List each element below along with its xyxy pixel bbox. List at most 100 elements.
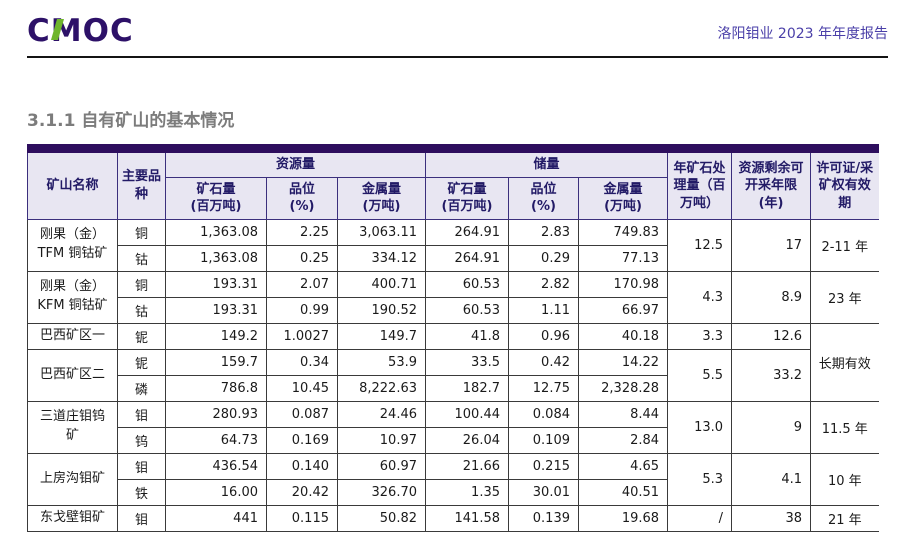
rsv-ore-cell: 264.91	[425, 244, 509, 272]
cmoc-logo-text: CMOC	[27, 13, 134, 49]
col-header-license: 许可证/采矿权有效期	[810, 148, 879, 220]
page-header: CMOC 洛阳钼业 2023 年年度报告	[27, 16, 888, 58]
col-header-annual-processing: 年矿石处理量（百万吨）	[667, 148, 733, 220]
license-cell: 21 年	[810, 504, 879, 532]
mines-table: 矿山名称 主要品种 资源量 储量 年矿石处理量（百万吨） 资源剩余可开采年限 (…	[27, 144, 879, 532]
rsv-grade-cell: 0.109	[508, 426, 579, 454]
rsv-metal-cell: 14.22	[577, 348, 669, 376]
table-header: 矿山名称 主要品种 资源量 储量 年矿石处理量（百万吨） 资源剩余可开采年限 (…	[27, 148, 879, 220]
variety-cell: 铁	[117, 478, 166, 506]
res-grade-cell: 0.169	[266, 426, 338, 454]
table-row: 铁 16.00 20.42 326.70 1.35 30.01 40.51	[28, 478, 879, 506]
res-ore-cell: 149.2	[165, 322, 267, 350]
res-metal-cell: 400.71	[337, 270, 426, 298]
table-row: 东戈壁钼矿 钼 441 0.115 50.82 141.58 0.139 19.…	[27, 504, 879, 532]
variety-cell: 铜	[117, 218, 166, 246]
variety-cell: 钨	[117, 426, 166, 454]
rsv-metal-cell: 2,328.28	[577, 374, 668, 402]
res-grade-cell: 0.34	[266, 348, 338, 376]
res-grade-cell: 0.115	[266, 504, 338, 532]
rsv-metal-cell: 170.98	[577, 270, 669, 298]
rsv-grade-cell: 0.29	[508, 244, 579, 272]
mine-name-cell: 刚果（金） TFM 铜钴矿	[27, 218, 118, 272]
section-title: 3.1.1 自有矿山的基本情况	[27, 111, 235, 131]
license-cell: 23 年	[810, 270, 879, 324]
col-header-res-ore-qty: 矿石量 (百万吨)	[165, 176, 267, 220]
license-cell: 11.5 年	[810, 400, 879, 454]
rsv-grade-cell: 30.01	[508, 478, 579, 506]
res-metal-cell: 149.7	[337, 322, 426, 350]
res-ore-cell: 1,363.08	[165, 218, 267, 246]
res-grade-cell: 0.99	[266, 296, 338, 324]
header-row-groups: 矿山名称 主要品种 资源量 储量 年矿石处理量（百万吨） 资源剩余可开采年限 (…	[27, 148, 879, 220]
table-row: 磷 786.8 10.45 8,222.63 182.7 12.75 2,328…	[28, 374, 879, 402]
rsv-ore-cell: 60.53	[425, 270, 509, 298]
mine-name-cell: 东戈壁钼矿	[27, 504, 118, 532]
res-grade-cell: 0.25	[266, 244, 338, 272]
res-metal-cell: 60.97	[337, 452, 426, 480]
variety-cell: 磷	[117, 374, 166, 402]
variety-cell: 铌	[117, 322, 166, 350]
rsv-grade-cell: 0.42	[508, 348, 579, 376]
col-header-rsv-ore-qty: 矿石量 (百万吨)	[425, 176, 509, 220]
col-header-remaining-years: 资源剩余可开采年限 (年)	[731, 148, 812, 220]
col-group-reserves: 储量	[424, 148, 669, 178]
table-body: 刚果（金） TFM 铜钴矿 铜 1,363.08 2.25 3,063.11 2…	[27, 218, 879, 532]
table-row: 钴 1,363.08 0.25 334.12 264.91 0.29 77.13	[28, 244, 879, 272]
col-header-mine-name: 矿山名称	[27, 148, 118, 220]
res-metal-cell: 10.97	[337, 426, 426, 454]
rsv-ore-cell: 141.58	[425, 504, 509, 532]
variety-cell: 钴	[117, 296, 166, 324]
table-row: 上房沟钼矿 钼 436.54 0.140 60.97 21.66 0.215 4…	[27, 452, 879, 506]
table-row: 巴西矿区一 铌 149.2 1.0027 149.7 41.8 0.96 40.…	[27, 322, 879, 402]
res-metal-cell: 326.70	[337, 478, 426, 506]
variety-cell: 钼	[117, 400, 166, 428]
report-title: 洛阳钼业 2023 年年度报告	[717, 26, 888, 42]
rsv-metal-cell: 8.44	[577, 400, 669, 428]
license-cell: 10 年	[810, 452, 879, 506]
rsv-grade-cell: 0.084	[508, 400, 579, 428]
rsv-grade-cell: 12.75	[508, 374, 579, 402]
variety-cell: 钼	[117, 452, 166, 480]
res-ore-cell: 159.7	[165, 348, 267, 376]
res-grade-cell: 2.07	[266, 270, 338, 298]
rsv-grade-cell: 2.82	[508, 270, 579, 298]
res-grade-cell: 20.42	[266, 478, 338, 506]
remaining-years-cell: 33.2	[731, 348, 811, 402]
res-metal-cell: 3,063.11	[337, 218, 426, 246]
res-grade-cell: 10.45	[266, 374, 338, 402]
col-header-rsv-metal-qty: 金属量 (万吨)	[577, 176, 668, 220]
remaining-years-cell: 9	[731, 400, 812, 454]
rsv-metal-cell: 40.18	[577, 322, 669, 350]
remaining-years-cell: 8.9	[731, 270, 812, 324]
cmoc-logo: CMOC	[27, 16, 134, 47]
res-metal-cell: 53.9	[337, 348, 426, 376]
annual-processing-cell: 13.0	[667, 400, 733, 454]
annual-processing-cell: 4.3	[667, 270, 733, 324]
res-ore-cell: 16.00	[165, 478, 267, 506]
res-grade-cell: 1.0027	[266, 322, 338, 350]
rsv-metal-cell: 4.65	[577, 452, 669, 480]
variety-cell: 铌	[117, 348, 166, 376]
col-header-rsv-grade: 品位 (%)	[508, 176, 579, 220]
variety-cell: 钼	[117, 504, 166, 532]
annual-processing-cell: 3.3	[667, 322, 733, 350]
rsv-grade-cell: 0.139	[508, 504, 579, 532]
annual-processing-cell: 5.3	[667, 452, 733, 506]
rsv-metal-cell: 749.83	[577, 218, 669, 246]
rsv-grade-cell: 2.83	[508, 218, 579, 246]
res-ore-cell: 280.93	[165, 400, 267, 428]
table-row: 三道庄钼钨 矿 钼 280.93 0.087 24.46 100.44 0.08…	[27, 400, 879, 454]
col-header-main-variety: 主要品种	[117, 148, 166, 220]
annual-processing-cell: 5.5	[667, 348, 733, 402]
res-grade-cell: 0.087	[266, 400, 338, 428]
res-metal-cell: 334.12	[337, 244, 426, 272]
rsv-ore-cell: 21.66	[425, 452, 509, 480]
col-header-res-grade: 品位 (%)	[266, 176, 338, 220]
mine-name-cell: 三道庄钼钨 矿	[27, 400, 118, 454]
rsv-ore-cell: 33.5	[425, 348, 509, 376]
mine-name-cell: 巴西矿区二	[27, 348, 118, 402]
header-row-subcolumns: 矿石量 (百万吨) 品位 (%) 金属量 (万吨) 矿石量 (百万吨) 品位 (…	[28, 176, 879, 220]
rsv-ore-cell: 1.35	[425, 478, 509, 506]
license-cell: 长期有效	[810, 322, 879, 402]
